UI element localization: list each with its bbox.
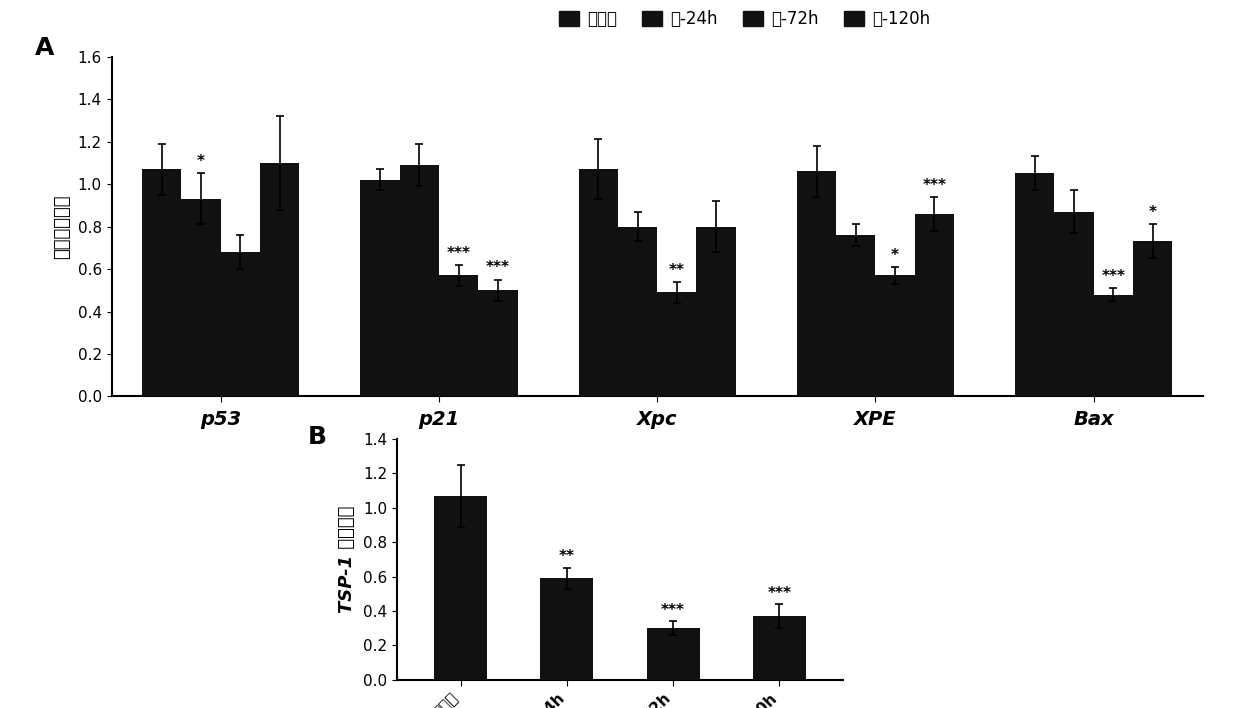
Text: **: ** [668,263,684,278]
Y-axis label: TSP-1 基因水平: TSP-1 基因水平 [337,506,356,613]
Bar [260,163,299,396]
Text: A: A [35,36,55,60]
Legend: 对照组, 硒-24h, 硒-72h, 硒-120h: 对照组, 硒-24h, 硒-72h, 硒-120h [552,4,937,35]
Text: *: * [197,154,205,169]
Text: ***: *** [768,586,791,600]
Y-axis label: 相对基因表达: 相对基因表达 [52,194,71,259]
Bar [479,290,517,396]
Bar [618,227,657,396]
Text: **: ** [559,549,575,564]
Bar [541,578,594,680]
Bar [1133,241,1172,396]
Text: B: B [308,425,326,448]
Text: ***: *** [923,178,946,193]
Text: ***: *** [1101,269,1126,284]
Bar [797,171,836,396]
Text: *: * [892,248,899,263]
Bar [439,275,479,396]
Bar [181,199,221,396]
Bar [657,292,697,396]
Bar [915,214,954,396]
Bar [143,169,181,396]
Bar [753,616,806,680]
Bar [875,275,915,396]
Text: ***: *** [486,261,510,275]
Bar [434,496,487,680]
Bar [399,165,439,396]
Text: ***: *** [661,603,686,618]
Bar [1094,295,1133,396]
Bar [1016,173,1054,396]
Bar [1054,212,1094,396]
Text: *: * [1148,205,1157,220]
Bar [836,235,875,396]
Bar [221,252,260,396]
Bar [579,169,618,396]
Bar [646,628,699,680]
Bar [361,180,399,396]
Bar [697,227,735,396]
Text: ***: *** [446,246,471,261]
